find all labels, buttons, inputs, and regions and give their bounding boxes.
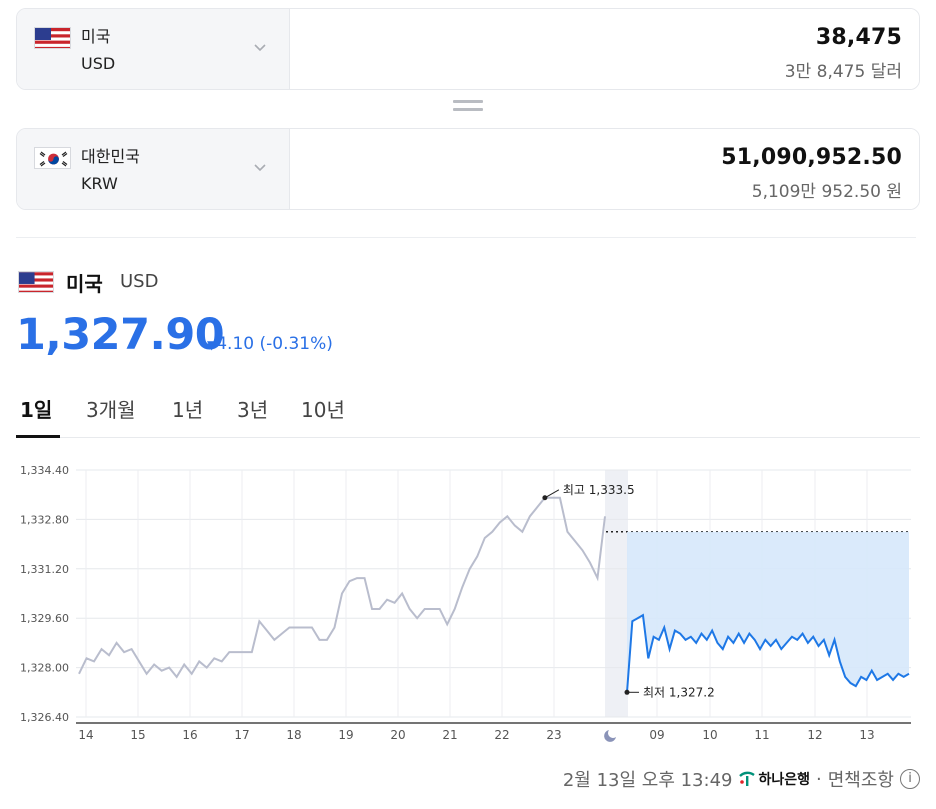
x-tick-label: 21 bbox=[442, 728, 457, 742]
period-tabs: 1일 3개월 1년 3년 10년 bbox=[16, 392, 920, 438]
us-flag-icon bbox=[34, 27, 71, 49]
moon-icon bbox=[604, 730, 616, 742]
currency-code-from: USD bbox=[81, 54, 116, 73]
y-tick-label: 1,332.80 bbox=[20, 513, 69, 526]
exchange-rate: 1,327.90 bbox=[16, 310, 225, 360]
kr-flag-icon bbox=[34, 147, 71, 169]
disclaimer-link[interactable]: 면책조항 bbox=[827, 770, 894, 791]
info-icon[interactable]: i bbox=[900, 769, 920, 789]
night-band bbox=[605, 470, 628, 717]
x-tick-label: 11 bbox=[754, 728, 769, 742]
down-arrow-icon: ▼ bbox=[207, 338, 217, 352]
exchange-rate-chart[interactable]: 1,334.40 1,332.80 1,331.20 1,329.60 1,328.00… bbox=[0, 455, 936, 755]
x-tick-label: 16 bbox=[182, 728, 197, 742]
today-area bbox=[627, 531, 909, 693]
x-tick-label: 18 bbox=[286, 728, 301, 742]
hana-bank-logo-icon bbox=[739, 771, 756, 786]
amount-value-to: 51,090,952.50 bbox=[721, 145, 902, 170]
tab-3-months[interactable]: 3개월 bbox=[86, 398, 136, 422]
converter-to-row: 대한민국 KRW 51,090,952.50 5,109만 952.50 원 bbox=[16, 128, 920, 210]
x-tick-label: 09 bbox=[649, 728, 664, 742]
y-tick-label: 1,334.40 bbox=[20, 464, 69, 477]
amount-value-from: 38,475 bbox=[815, 25, 902, 50]
x-tick-label: 17 bbox=[234, 728, 249, 742]
amount-korean-from: 3만 8,475 달러 bbox=[784, 62, 902, 82]
high-label: 최고 1,333.5 bbox=[563, 483, 635, 497]
high-marker bbox=[542, 495, 548, 501]
today-line bbox=[626, 613, 910, 693]
us-flag-icon bbox=[18, 271, 54, 293]
update-timestamp: 2월 13일 오후 13:49 bbox=[562, 770, 733, 791]
y-tick-label: 1,331.20 bbox=[20, 563, 69, 576]
x-tick-label: 13 bbox=[859, 728, 874, 742]
rate-currency-code: USD bbox=[120, 271, 159, 292]
y-tick-label: 1,326.40 bbox=[20, 711, 69, 724]
x-tick-label: 14 bbox=[78, 728, 93, 742]
rate-change: ▼4.10 (-0.31%) bbox=[207, 334, 333, 354]
x-tick-label: 15 bbox=[130, 728, 145, 742]
low-label: 최저 1,327.2 bbox=[643, 685, 715, 699]
currency-select-from[interactable]: 미국 USD bbox=[17, 9, 290, 89]
y-tick-label: 1,328.00 bbox=[20, 662, 69, 675]
tab-1-day[interactable]: 1일 bbox=[20, 398, 53, 422]
x-tick-label: 23 bbox=[546, 728, 561, 742]
rate-currency-name: 미국 bbox=[66, 272, 103, 296]
past-days-line bbox=[78, 496, 606, 679]
tab-1-year[interactable]: 1년 bbox=[172, 398, 204, 422]
chevron-down-icon[interactable] bbox=[253, 160, 267, 174]
equals-icon bbox=[453, 100, 483, 114]
chevron-down-icon[interactable] bbox=[253, 40, 267, 54]
bank-name: 하나은행 bbox=[758, 772, 811, 788]
currency-name-from: 미국 bbox=[81, 27, 111, 46]
x-tick-label: 12 bbox=[807, 728, 822, 742]
converter-from-row: 미국 USD 38,475 3만 8,475 달러 bbox=[16, 8, 920, 90]
active-tab-indicator bbox=[16, 435, 60, 438]
bank-logo: 하나은행 bbox=[738, 769, 810, 789]
tab-10-years[interactable]: 10년 bbox=[301, 398, 345, 422]
high-leader bbox=[544, 489, 560, 499]
tab-3-years[interactable]: 3년 bbox=[237, 398, 269, 422]
x-tick-label: 19 bbox=[338, 728, 353, 742]
amount-input-to[interactable]: 51,090,952.50 5,109만 952.50 원 bbox=[290, 129, 919, 209]
x-tick-label: 10 bbox=[702, 728, 717, 742]
amount-input-from[interactable]: 38,475 3만 8,475 달러 bbox=[290, 9, 919, 89]
currency-name-to: 대한민국 bbox=[81, 147, 140, 166]
amount-korean-to: 5,109만 952.50 원 bbox=[751, 182, 902, 202]
footer: 2월 13일 오후 13:49 하나은행 · 면책조항 i bbox=[563, 766, 920, 792]
x-tick-label: 22 bbox=[494, 728, 509, 742]
x-tick-label: 20 bbox=[390, 728, 405, 742]
y-tick-label: 1,329.60 bbox=[20, 612, 69, 625]
section-divider bbox=[16, 237, 916, 238]
currency-select-to[interactable]: 대한민국 KRW bbox=[17, 129, 290, 209]
currency-code-to: KRW bbox=[81, 174, 118, 193]
footer-separator: · bbox=[816, 768, 822, 790]
rate-change-value: 4.10 (-0.31%) bbox=[216, 334, 333, 354]
